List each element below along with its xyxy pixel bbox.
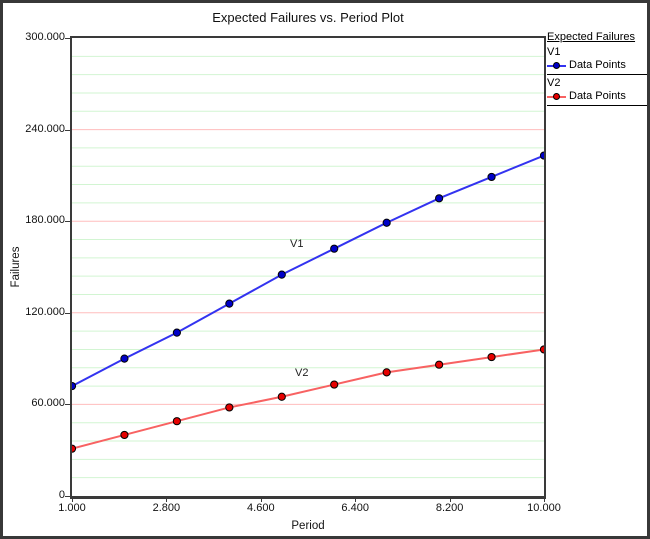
data-point-v1 [120, 354, 129, 363]
data-point-v1 [330, 244, 339, 253]
y-tick-mark [65, 404, 72, 406]
y-tick-label: 60.000 [31, 397, 65, 410]
data-point-v2 [225, 403, 234, 412]
series-line-v2 [72, 348, 544, 450]
legend-marker-icon [547, 61, 566, 70]
data-point-v2 [330, 380, 339, 389]
legend-series-name: V2 [547, 77, 561, 89]
data-point-v2 [487, 352, 496, 362]
data-point-v2 [277, 392, 286, 401]
series-line-v1 [72, 154, 544, 387]
data-point-v2 [120, 430, 129, 440]
y-tick-mark [65, 312, 72, 314]
x-tick-label: 6.400 [341, 502, 369, 514]
y-tick-mark [65, 129, 72, 131]
y-tick-mark [65, 38, 72, 39]
legend-marker-icon [547, 92, 566, 101]
legend-entry: Data Points [547, 90, 647, 102]
y-tick-mark [65, 221, 72, 223]
y-tick-label: 300.000 [25, 31, 65, 43]
x-tick-label: 2.800 [152, 502, 181, 514]
legend-heading: Expected Failures [547, 31, 636, 43]
data-point-v1 [539, 151, 544, 160]
x-tick-label: 1.000 [58, 502, 86, 514]
data-point-v1 [382, 218, 391, 227]
data-point-v2 [435, 360, 444, 369]
data-point-v1 [225, 299, 234, 308]
y-axis-title: Failures [10, 246, 22, 288]
x-tick-mark [72, 497, 73, 502]
chart-svg [72, 55, 544, 479]
series-label-v1: V1 [290, 238, 304, 250]
data-point-v1 [172, 328, 181, 337]
x-tick-label: 10.000 [527, 502, 561, 514]
legend-group-v2: V2 Data Points [547, 77, 647, 106]
data-point-v2 [72, 444, 77, 453]
data-point-v2 [539, 345, 544, 354]
y-tick-mark [65, 496, 72, 497]
legend: Expected Failures V1 Data Points V2 Data Po… [547, 31, 647, 108]
y-tick-label: 0 [58, 489, 65, 501]
plot-area: V1 V2 [70, 36, 546, 499]
x-tick-mark [166, 497, 168, 502]
x-tick-mark [260, 497, 262, 502]
data-point-v2 [172, 417, 181, 426]
x-tick-label: 4.600 [247, 502, 275, 514]
legend-entry: Data Points [547, 59, 647, 71]
x-tick-mark [544, 497, 545, 502]
chart-title: Expected Failures vs. Period Plot [212, 10, 404, 25]
legend-group-v1: V1 Data Points [547, 46, 647, 75]
y-tick-label: 120.000 [25, 305, 65, 318]
legend-entry-label: Data Points [569, 59, 626, 71]
x-axis-title: Period [291, 520, 325, 532]
series-label-v2: V2 [295, 367, 309, 379]
data-point-v1 [487, 172, 496, 182]
y-tick-label: 180.000 [25, 214, 65, 227]
data-point-v1 [72, 381, 77, 391]
data-point-v1 [277, 270, 286, 279]
data-point-v2 [382, 368, 391, 377]
y-tick-label: 240.000 [25, 122, 65, 135]
x-tick-label: 8.200 [435, 502, 464, 514]
legend-entry-label: Data Points [569, 90, 626, 102]
legend-entries: V1 Data Points V2 Data Points [547, 46, 647, 106]
x-tick-mark [355, 497, 357, 502]
legend-series-name: V1 [547, 46, 561, 58]
data-point-v1 [435, 194, 444, 203]
x-tick-mark [449, 497, 451, 502]
